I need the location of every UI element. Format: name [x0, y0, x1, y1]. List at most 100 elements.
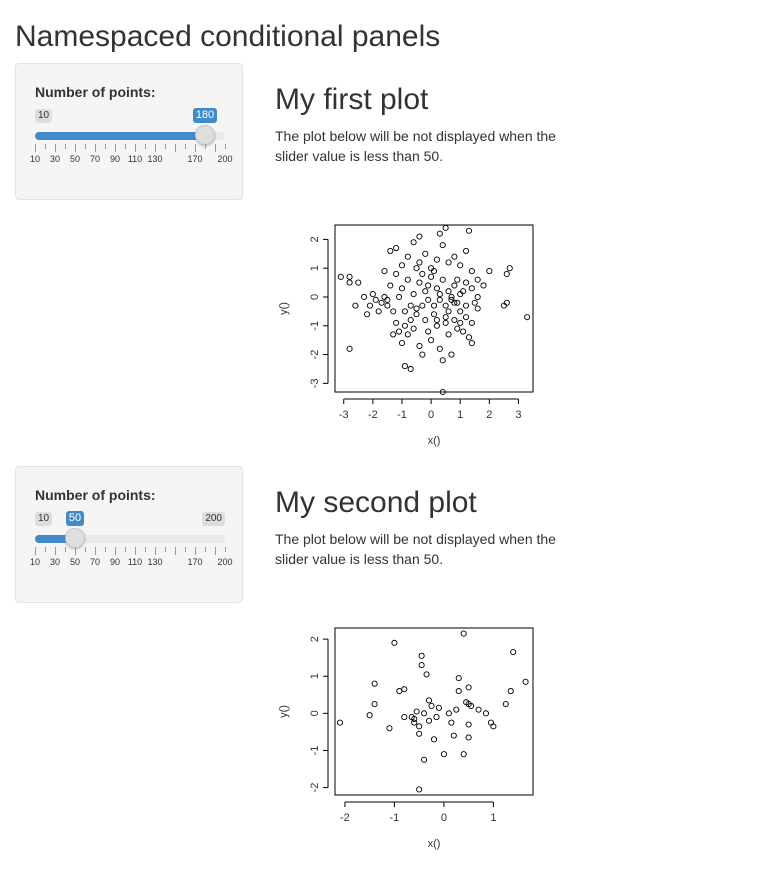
x-tick-label: -3 [339, 409, 349, 421]
data-point [502, 701, 509, 708]
data-point [401, 714, 408, 721]
data-point [425, 328, 432, 335]
data-point [451, 316, 458, 324]
data-point [457, 291, 464, 298]
data-point [381, 293, 388, 301]
data-point [465, 227, 472, 234]
slider-tick [75, 547, 76, 555]
data-point [448, 296, 455, 303]
data-point [422, 316, 429, 324]
data-point [474, 293, 481, 301]
slider-tick-label: 130 [147, 557, 163, 567]
slider-tick-label: 30 [49, 154, 61, 164]
data-point [390, 331, 397, 338]
data-point [475, 706, 482, 713]
slider-tick [205, 547, 206, 552]
plot-box [334, 627, 534, 796]
data-point [404, 253, 411, 260]
scatter-plot-1: -3 -2 -1 0 1 2 3 -3 -2 -1 0 1 2 x() y() [275, 210, 565, 465]
data-point [451, 282, 458, 289]
data-point [442, 319, 449, 326]
data-point [430, 311, 438, 318]
data-point [390, 308, 397, 315]
data-point [428, 702, 435, 709]
data-point [363, 311, 371, 318]
data-point [455, 675, 462, 682]
slider-tick [55, 144, 56, 152]
data-point [430, 268, 438, 275]
data-point [433, 322, 440, 329]
data-point [482, 710, 490, 717]
data-point [421, 710, 428, 717]
x-tick-label: 3 [515, 409, 521, 421]
slider-min-label: 10 [35, 109, 53, 123]
data-point [433, 285, 440, 292]
data-point [454, 299, 461, 306]
data-point [455, 688, 462, 695]
data-point [445, 259, 452, 266]
slider-tick [165, 547, 166, 552]
points-slider[interactable] [35, 528, 225, 548]
data-point [393, 270, 400, 277]
data-point [425, 282, 432, 289]
data-point [422, 250, 429, 257]
slider-tick [185, 547, 186, 552]
data-point [398, 285, 406, 292]
y-tick-label: 2 [309, 236, 321, 242]
data-point [490, 723, 497, 730]
data-point [435, 704, 442, 711]
y-tick-label: 1 [309, 265, 321, 271]
slider-tick [215, 547, 216, 555]
data-point [416, 730, 423, 737]
points-slider[interactable] [35, 125, 225, 145]
data-point [419, 302, 426, 309]
data-point [448, 351, 455, 358]
slider-tick-label: 90 [109, 557, 121, 567]
x-tick-label: -2 [368, 409, 378, 421]
slider-handle[interactable] [195, 125, 215, 145]
data-point [445, 308, 452, 315]
slider-tick [85, 547, 86, 552]
slider-tick-label: 90 [109, 154, 121, 164]
slider-tick [45, 547, 46, 552]
x-axis-title: x() [428, 838, 441, 850]
data-point [465, 684, 472, 691]
data-point [413, 311, 420, 318]
data-point [436, 345, 443, 352]
slider-tick-label: 200 [217, 154, 233, 164]
slider-fill [35, 535, 75, 543]
data-point [352, 302, 359, 309]
slider-tick [45, 144, 46, 149]
data-point [462, 314, 470, 321]
data-point [430, 302, 438, 309]
slider-label: Number of points: [35, 84, 156, 100]
data-point [418, 662, 425, 669]
y-tick-label: -3 [309, 378, 321, 388]
y-tick-label: 2 [309, 636, 321, 642]
slider-handle[interactable] [65, 528, 85, 548]
data-point [384, 302, 391, 309]
data-point [448, 719, 455, 726]
plot-heading-2: My second plot [275, 486, 477, 519]
x-tick-label: -1 [397, 409, 407, 421]
slider-max-label: 200 [202, 512, 225, 526]
data-point [346, 279, 353, 286]
plot-description-1: The plot below will be not displayed whe… [275, 128, 556, 164]
data-point [416, 233, 423, 240]
data-point [460, 630, 467, 637]
slider-tick [75, 144, 76, 152]
slider-tick [115, 547, 116, 555]
data-point [457, 262, 464, 269]
scatter-plot-2-svg: -2 -1 0 1 -2 -1 0 1 2 x() y() [278, 627, 534, 850]
y-axis-title: y() [278, 705, 290, 718]
data-point [416, 259, 423, 266]
data-point [460, 288, 467, 295]
data-point [398, 340, 406, 347]
data-point [396, 328, 403, 335]
data-point [410, 291, 417, 298]
data-point [369, 291, 376, 298]
slider-tick-label: 110 [127, 557, 143, 567]
data-point [500, 302, 507, 309]
slider-tick [65, 144, 66, 149]
data-point [503, 270, 510, 277]
